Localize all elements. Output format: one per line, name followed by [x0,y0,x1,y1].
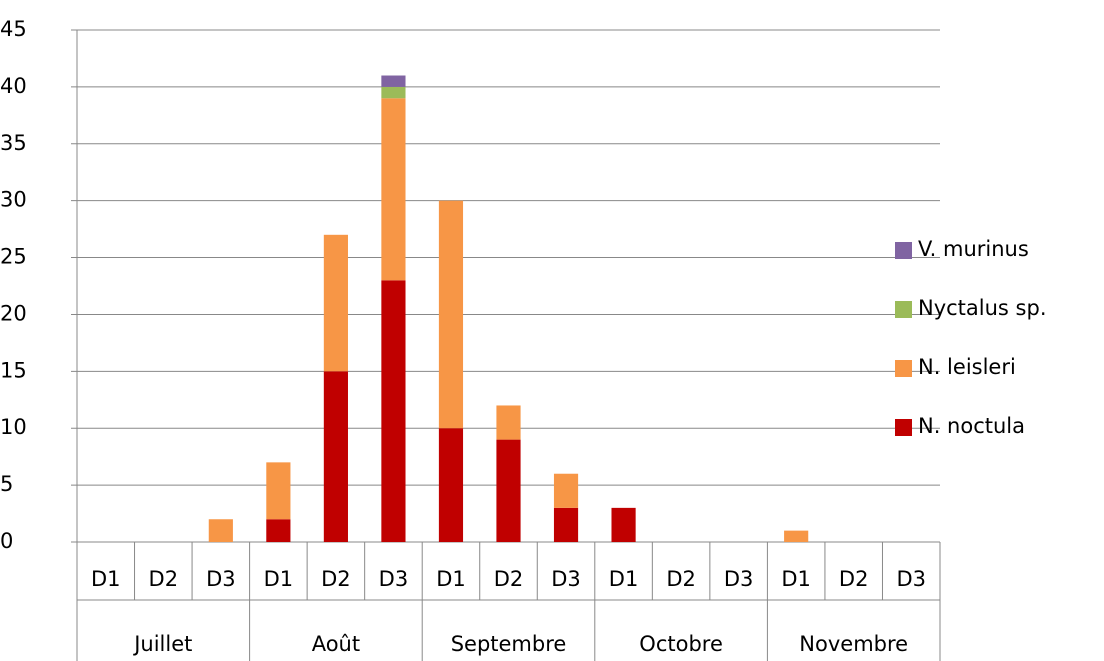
bar-segment [266,519,291,542]
y-tick-label: 30 [0,188,27,212]
x-tick-label: D1 [91,567,121,591]
bar-segment [438,200,464,429]
y-tick-label: 5 [0,472,13,496]
group-label: Septembre [451,632,567,656]
y-tick-label: 35 [0,131,27,155]
x-tick-label: D3 [551,567,581,591]
group-label: Juillet [132,632,192,656]
x-tick-label: D3 [206,567,236,591]
y-tick-label: 25 [0,245,27,269]
bar-segment [496,439,521,542]
legend-label: V. murinus [918,237,1029,261]
x-tick-label: D2 [149,567,179,591]
group-label: Août [312,632,360,656]
legend-swatch [895,419,912,436]
y-tick-label: 20 [0,301,27,325]
bar-segment [381,98,406,281]
x-tick-label: D2 [839,567,869,591]
bar-segment [323,234,348,372]
x-tick-label: D1 [609,567,639,591]
y-tick-label: 15 [0,358,27,382]
bar-segment [496,405,521,440]
bar-segment [381,280,406,542]
x-tick-label: D2 [494,567,524,591]
bar-segment [553,473,579,508]
bar-segment [208,519,233,542]
x-tick-label: D3 [379,567,409,591]
bar-segment [381,75,406,87]
legend-swatch [895,301,912,318]
legend-label: N. leisleri [918,355,1016,379]
legend-label: Nyctalus sp. [918,296,1047,320]
x-tick-label: D3 [896,567,926,591]
y-tick-label: 40 [0,74,27,98]
group-label: Novembre [799,632,908,656]
y-tick-label: 0 [0,529,13,553]
bar-segment [438,428,464,542]
x-tick-label: D2 [666,567,696,591]
x-tick-label: D3 [724,567,754,591]
bar-segment [553,507,579,542]
legend-swatch [895,360,912,377]
bar-segment [784,530,809,542]
bar-segment [323,371,348,542]
legend-swatch [895,242,912,259]
bar-segment [381,86,406,99]
y-tick-label: 45 [0,17,27,41]
x-tick-label: D1 [436,567,466,591]
y-tick-label: 10 [0,415,27,439]
group-label: Octobre [639,632,723,656]
x-tick-label: D1 [264,567,294,591]
x-tick-label: D2 [321,567,351,591]
legend-label: N. noctula [918,414,1025,438]
x-tick-label: D1 [781,567,811,591]
bar-segment [266,462,291,520]
bar-segment [611,507,636,542]
